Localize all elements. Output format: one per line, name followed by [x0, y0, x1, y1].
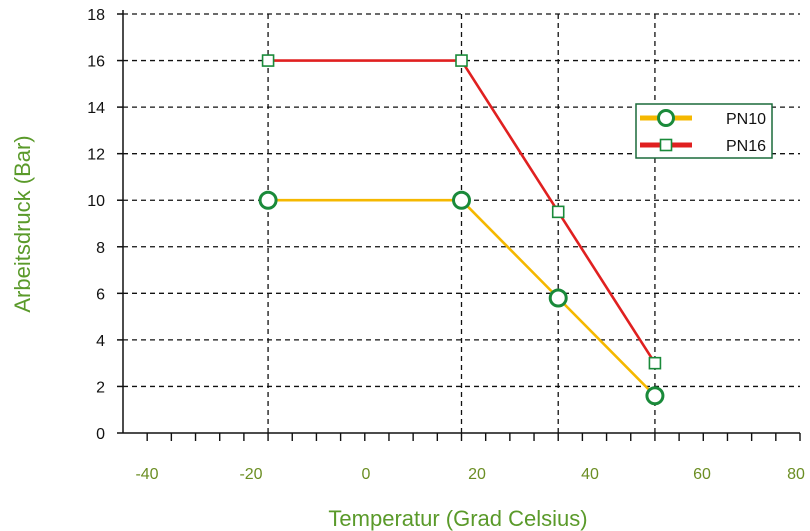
y-tick-label: 8 [96, 240, 105, 257]
legend-marker-pn10 [657, 109, 675, 127]
y-tick-label: 2 [96, 379, 105, 396]
y-tick-label: 10 [87, 193, 105, 210]
legend-label-pn16: PN16 [726, 138, 766, 155]
series-line-pn16 [268, 59, 657, 364]
data-point-pn16 [551, 205, 565, 219]
data-point-pn10 [548, 288, 568, 308]
y-tick-label: 6 [96, 286, 105, 303]
legend-label-pn10: PN10 [726, 111, 766, 128]
y-axis-label: Arbeitsdruck (Bar) [10, 135, 35, 312]
data-point-pn10 [645, 386, 665, 406]
y-tick-labels: 0 2 4 6 8 10 12 14 16 18 [87, 7, 105, 443]
x-tick-label: 20 [468, 466, 486, 483]
data-point-pn10 [452, 190, 471, 210]
series [258, 54, 665, 406]
y-tick-label: 12 [87, 147, 105, 164]
data-point-pn16 [648, 356, 662, 370]
legend: PN10 PN16 [635, 103, 773, 159]
legend-marker-pn16 [659, 138, 673, 152]
y-tick-label: 18 [87, 7, 105, 24]
axes [117, 10, 801, 441]
data-point-pn16 [455, 54, 468, 67]
y-tick-label: 0 [96, 426, 105, 443]
y-tick-label: 4 [96, 333, 105, 350]
x-tick-label: 80 [787, 466, 805, 483]
x-tick-label: 60 [693, 466, 711, 483]
x-tick-label: -40 [135, 466, 158, 483]
grid-lines [123, 13, 800, 433]
x-tick-label: 0 [362, 466, 371, 483]
y-tick-label: 16 [87, 54, 105, 71]
data-point-pn10 [258, 190, 278, 210]
x-tick-label: 40 [581, 466, 599, 483]
x-tick-label: -20 [239, 466, 262, 483]
x-tick-labels: -40 -20 0 20 40 60 80 [135, 466, 805, 483]
y-tick-label: 14 [87, 100, 105, 117]
data-point-pn16 [261, 54, 275, 67]
x-axis-label: Temperatur (Grad Celsius) [328, 506, 587, 531]
series-line-pn10 [268, 198, 656, 397]
